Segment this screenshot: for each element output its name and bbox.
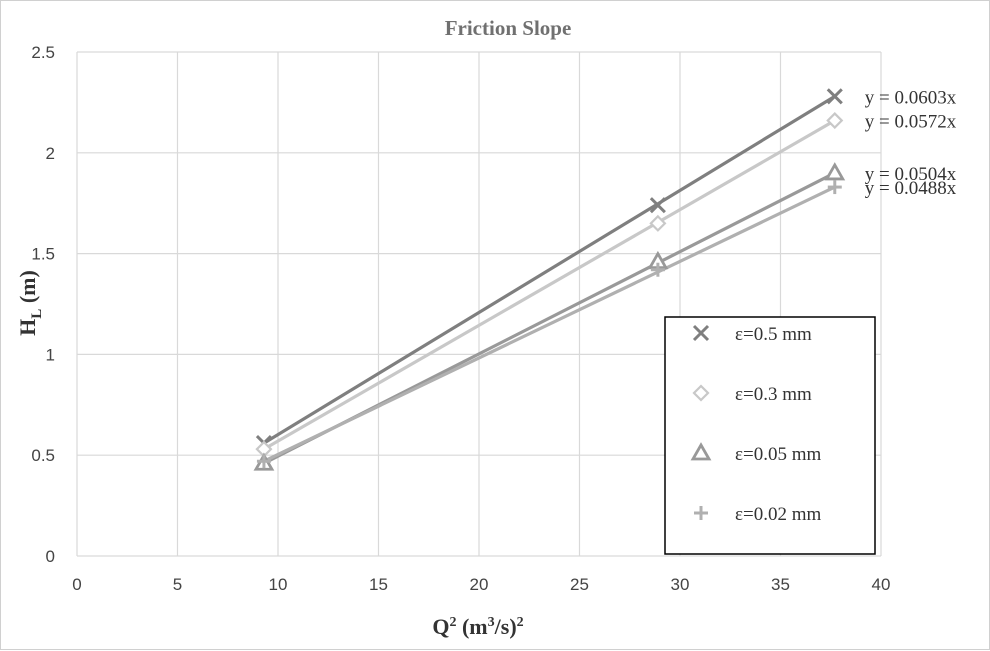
legend-marker <box>692 324 710 342</box>
trendline <box>263 94 836 445</box>
data-point <box>826 88 843 105</box>
y-tick-label: 2.5 <box>31 43 55 62</box>
x-tick-label: 35 <box>771 575 790 594</box>
legend-entry: ε=0.05 mm <box>690 442 821 465</box>
data-point <box>827 180 842 195</box>
legend-entry: ε=0.5 mm <box>692 324 812 345</box>
data-point <box>824 162 846 181</box>
y-tick-label: 0 <box>46 547 55 566</box>
x-tick-label: 15 <box>369 575 388 594</box>
trendline-equation: y = 0.0572x <box>865 112 957 133</box>
x-tick-label: 5 <box>173 575 182 594</box>
y-tick-label: 1.5 <box>31 245 55 264</box>
data-point <box>649 197 666 214</box>
data-markers <box>253 88 846 471</box>
legend-marker <box>694 506 708 520</box>
trendline-equation: y = 0.0504x <box>865 164 957 185</box>
data-point <box>256 454 271 469</box>
data-point <box>650 262 665 277</box>
trendline <box>263 185 836 463</box>
trendline <box>263 119 836 451</box>
legend-label: ε=0.02 mm <box>735 504 821 525</box>
x-tick-label: 10 <box>269 575 288 594</box>
data-point <box>649 214 667 232</box>
legend-entry: ε=0.02 mm <box>694 504 821 525</box>
trendline-equation: y = 0.0603x <box>865 87 957 108</box>
x-tick-label: 25 <box>570 575 589 594</box>
legend: ε=0.5 mm ε=0.3 mm ε=0.05 mm ε=0.02 mm <box>664 316 876 555</box>
legend-entry: ε=0.3 mm <box>692 384 812 405</box>
x-axis-title: Q2 (m3/s)2 <box>432 614 523 639</box>
y-tick-label: 1 <box>46 345 55 364</box>
x-tick-label: 40 <box>872 575 891 594</box>
legend-marker <box>692 384 710 402</box>
legend-label: ε=0.5 mm <box>735 324 812 345</box>
chart-title: Friction Slope <box>445 16 572 40</box>
trendlines <box>263 94 836 465</box>
legend-label: ε=0.3 mm <box>735 384 812 405</box>
data-point <box>826 111 844 130</box>
tick-labels: 0 0.5 1 1.5 2 2.5 0 5 10 15 20 25 30 35 40 <box>31 43 890 594</box>
legend-marker <box>690 442 712 461</box>
x-tick-label: 20 <box>470 575 489 594</box>
x-tick-label: 30 <box>671 575 690 594</box>
y-axis-title: HL (m) <box>15 270 45 336</box>
trendline-equation: y = 0.0488x <box>865 178 957 199</box>
y-tick-label: 0.5 <box>31 446 55 465</box>
legend-label: ε=0.05 mm <box>735 444 821 465</box>
x-tick-label: 0 <box>72 575 81 594</box>
y-tick-label: 2 <box>46 144 55 163</box>
